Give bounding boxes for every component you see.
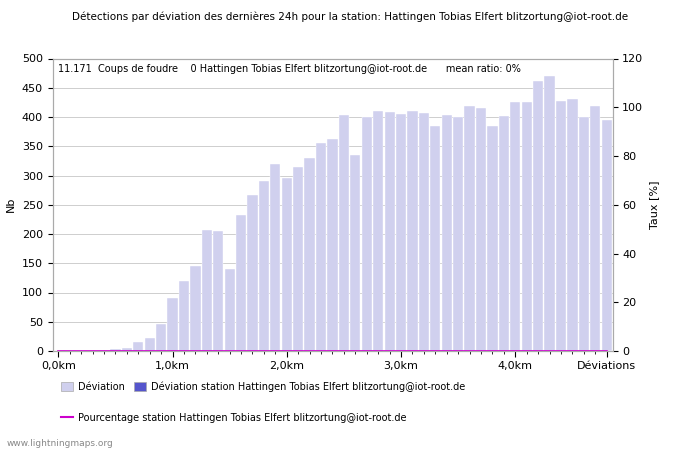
Bar (178, 281, 189, 351)
Bar (453, 117, 463, 351)
Bar (156, 324, 166, 351)
Text: Détections par déviation des dernières 24h pour la station: Hattingen Tobias Elf: Détections par déviation des dernières 2… (72, 11, 628, 22)
Bar (522, 103, 532, 351)
Bar (247, 195, 258, 351)
Bar (510, 103, 521, 351)
Bar (339, 115, 349, 351)
Bar (190, 266, 200, 351)
Bar (407, 111, 418, 351)
Bar (202, 230, 212, 351)
Bar (487, 126, 498, 351)
Bar (533, 81, 543, 351)
Bar (144, 338, 155, 351)
Bar (328, 139, 337, 351)
Bar (350, 155, 360, 351)
Bar (270, 164, 281, 351)
Bar (293, 167, 303, 351)
Bar (167, 298, 178, 351)
Bar (122, 348, 132, 351)
Bar (568, 99, 578, 351)
Text: 11.171  Coups de foudre    0 Hattingen Tobias Elfert blitzortung@iot-root.de    : 11.171 Coups de foudre 0 Hattingen Tobia… (58, 64, 521, 74)
Bar (476, 108, 486, 351)
Bar (430, 126, 440, 351)
Bar (316, 143, 326, 351)
Bar (579, 117, 589, 351)
Y-axis label: Taux [%]: Taux [%] (649, 180, 659, 229)
Legend: Déviation, Déviation station Hattingen Tobias Elfert blitzortung@iot-root.de: Déviation, Déviation station Hattingen T… (57, 378, 469, 396)
Bar (545, 76, 555, 351)
Bar (362, 117, 372, 351)
Bar (133, 342, 144, 351)
Bar (590, 107, 601, 351)
Bar (110, 349, 120, 351)
Bar (236, 215, 246, 351)
Bar (281, 179, 292, 351)
Bar (419, 113, 429, 351)
Text: www.lightningmaps.org: www.lightningmaps.org (7, 439, 113, 448)
Bar (384, 112, 395, 351)
Bar (396, 114, 406, 351)
Bar (213, 231, 223, 351)
Y-axis label: Nb: Nb (6, 197, 16, 212)
Bar (465, 107, 475, 351)
Bar (304, 158, 315, 351)
Bar (225, 269, 235, 351)
Bar (259, 181, 269, 351)
Bar (442, 115, 452, 351)
Bar (499, 116, 509, 351)
Bar (556, 101, 566, 351)
Legend: Pourcentage station Hattingen Tobias Elfert blitzortung@iot-root.de: Pourcentage station Hattingen Tobias Elf… (57, 410, 410, 427)
Bar (373, 111, 384, 351)
Bar (601, 120, 612, 351)
